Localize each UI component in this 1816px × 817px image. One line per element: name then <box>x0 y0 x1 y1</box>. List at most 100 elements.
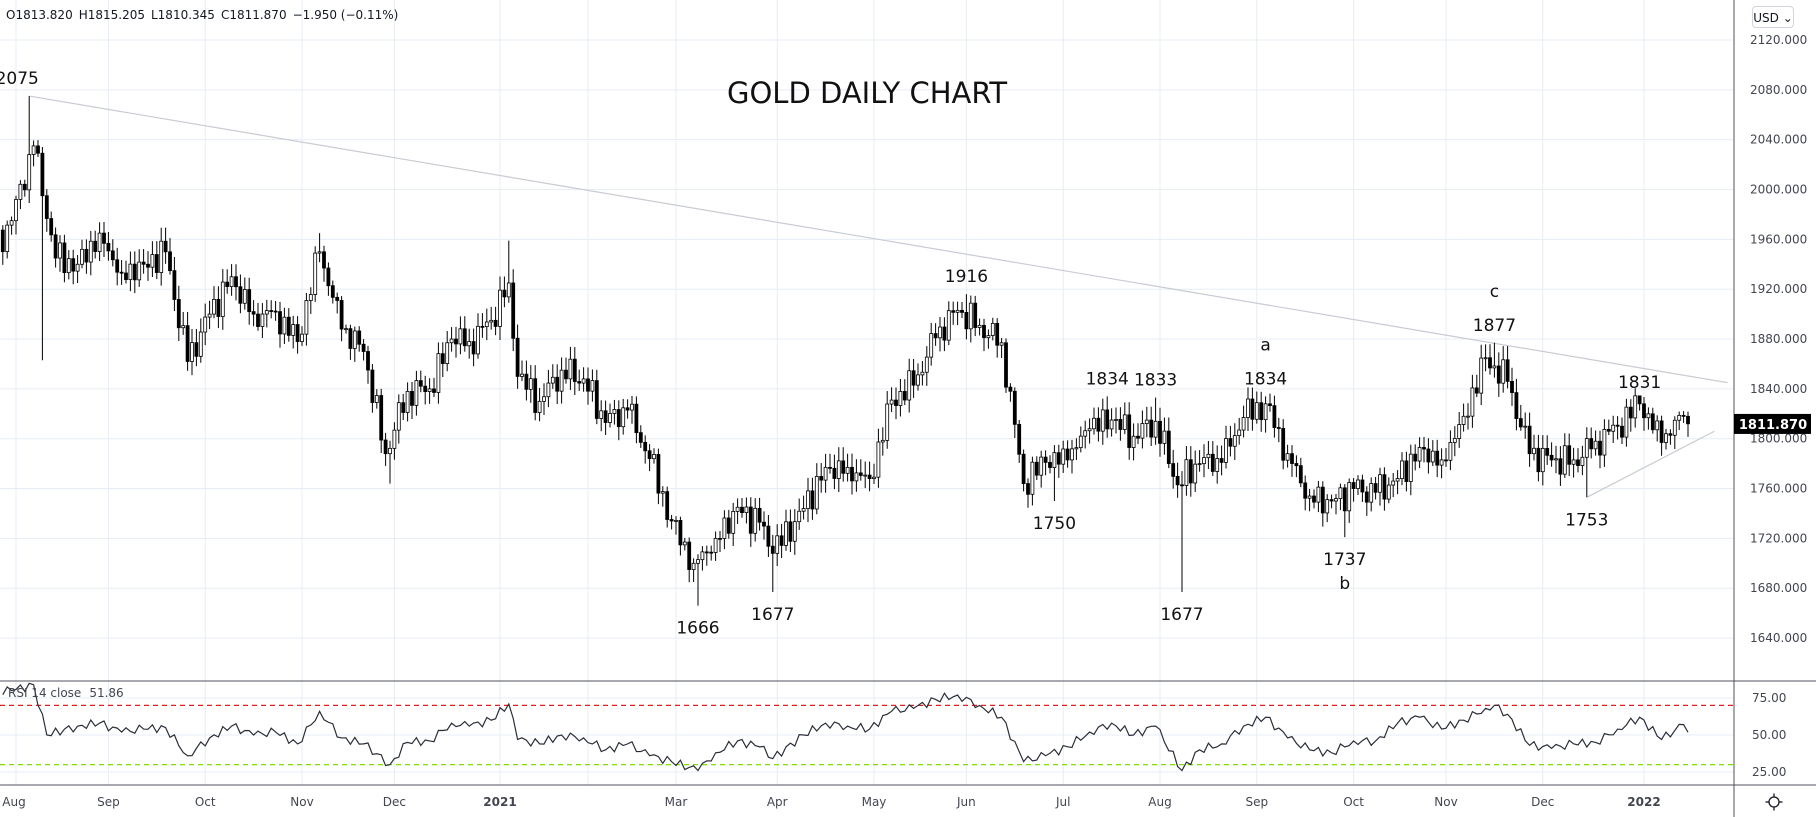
candle-down <box>440 353 445 364</box>
candle-down <box>951 310 956 313</box>
candle-down <box>269 310 274 312</box>
candle-up <box>1452 438 1457 443</box>
candle-up <box>691 562 696 570</box>
candle-down <box>379 395 384 441</box>
candle-down <box>401 402 406 413</box>
candle-up <box>731 510 736 534</box>
time-tick-label: Oct <box>195 795 216 809</box>
candle-up <box>458 328 463 345</box>
candle-down <box>1576 459 1580 466</box>
candle-up <box>97 232 102 252</box>
currency-button[interactable]: USD ⌄ <box>1752 6 1794 28</box>
candle-up <box>242 289 247 304</box>
candle-down <box>361 343 366 352</box>
candle-down <box>330 285 335 298</box>
candle-down <box>1210 453 1215 472</box>
swing-label: 1834 <box>1086 369 1129 389</box>
candle-up <box>630 403 634 411</box>
candle-up <box>1448 442 1453 461</box>
candle-down <box>1158 420 1162 444</box>
price-tick-label: 1960.000 <box>1750 232 1807 246</box>
candle-up <box>1430 450 1435 463</box>
candle-up <box>1237 429 1242 436</box>
wave-label: c <box>1490 282 1499 302</box>
candle-up <box>260 313 265 327</box>
candle-down <box>858 472 863 476</box>
candle-up <box>872 476 876 479</box>
candle-up <box>784 521 788 546</box>
trendlines <box>29 95 1728 498</box>
candle-down <box>740 506 744 514</box>
candle-down <box>106 242 111 252</box>
candle-up <box>1347 482 1352 512</box>
candle-down <box>462 328 467 347</box>
price-tick-label: 1680.000 <box>1750 581 1807 595</box>
candle-down <box>1426 448 1431 463</box>
candle-up <box>14 199 18 222</box>
candle-up <box>889 399 894 405</box>
candle-down <box>533 378 538 413</box>
last-price-label: 1811.870 <box>1739 418 1807 433</box>
candle-up <box>898 391 903 406</box>
candle-down <box>278 311 282 335</box>
candle-down <box>832 467 837 479</box>
candle-down <box>1527 425 1532 455</box>
candle-down <box>572 358 577 382</box>
candle-down <box>1026 483 1030 495</box>
candle-up <box>735 506 740 512</box>
candle-up <box>80 248 84 265</box>
candle-up <box>1461 415 1466 425</box>
ohlc-close: C1811.870 <box>220 8 287 22</box>
candle-down <box>911 370 916 386</box>
candle-down <box>511 282 516 339</box>
candle-up <box>792 521 797 542</box>
candle-up <box>814 476 819 510</box>
time-tick-label: 2021 <box>483 795 516 809</box>
candle-up <box>986 335 991 339</box>
candle-down <box>168 251 172 272</box>
candle-down <box>1637 395 1642 405</box>
candle-up <box>1593 440 1598 450</box>
candle-up <box>924 356 929 373</box>
candle-down <box>1659 420 1664 443</box>
swing-label: 1834 <box>1244 369 1287 389</box>
candle-up <box>58 242 62 259</box>
candle-up <box>801 508 806 512</box>
candle-down <box>225 281 230 287</box>
candle-up <box>476 325 480 355</box>
candle-up <box>955 309 960 313</box>
candle-up <box>1307 495 1312 499</box>
candle-up <box>31 145 36 155</box>
candle-down <box>1496 365 1501 384</box>
candle-down <box>115 259 120 273</box>
candle-up <box>836 460 841 479</box>
time-tick-label: Dec <box>1531 795 1554 809</box>
candle-down <box>819 476 824 481</box>
candle-up <box>300 333 304 342</box>
price-tick-label: 1640.000 <box>1750 631 1807 645</box>
candle-down <box>62 242 67 274</box>
candle-down <box>348 328 353 349</box>
candle-down <box>1166 430 1171 464</box>
settings-icon[interactable] <box>1764 792 1784 812</box>
candle-down <box>933 333 938 339</box>
candle-down <box>1514 392 1519 419</box>
candle-down <box>995 322 1000 346</box>
candle-up <box>1369 483 1374 503</box>
candle-up <box>374 395 379 403</box>
rsi-value: 51.86 <box>89 686 124 700</box>
candle-up <box>291 324 296 336</box>
rsi-legend[interactable]: RSI 14 close 51.86 <box>8 686 132 700</box>
candle-down <box>1373 483 1378 493</box>
time-tick-label: 2022 <box>1627 795 1660 809</box>
candle-up <box>1571 459 1576 465</box>
candle-up <box>1131 435 1136 448</box>
candle-down <box>1290 453 1294 464</box>
candle-up <box>304 300 309 335</box>
ohlc-high: H1815.205 <box>78 8 145 22</box>
candle-up <box>1153 420 1158 438</box>
candle-down <box>1404 460 1409 482</box>
candle-up <box>427 388 432 392</box>
candle-down <box>1175 475 1180 486</box>
